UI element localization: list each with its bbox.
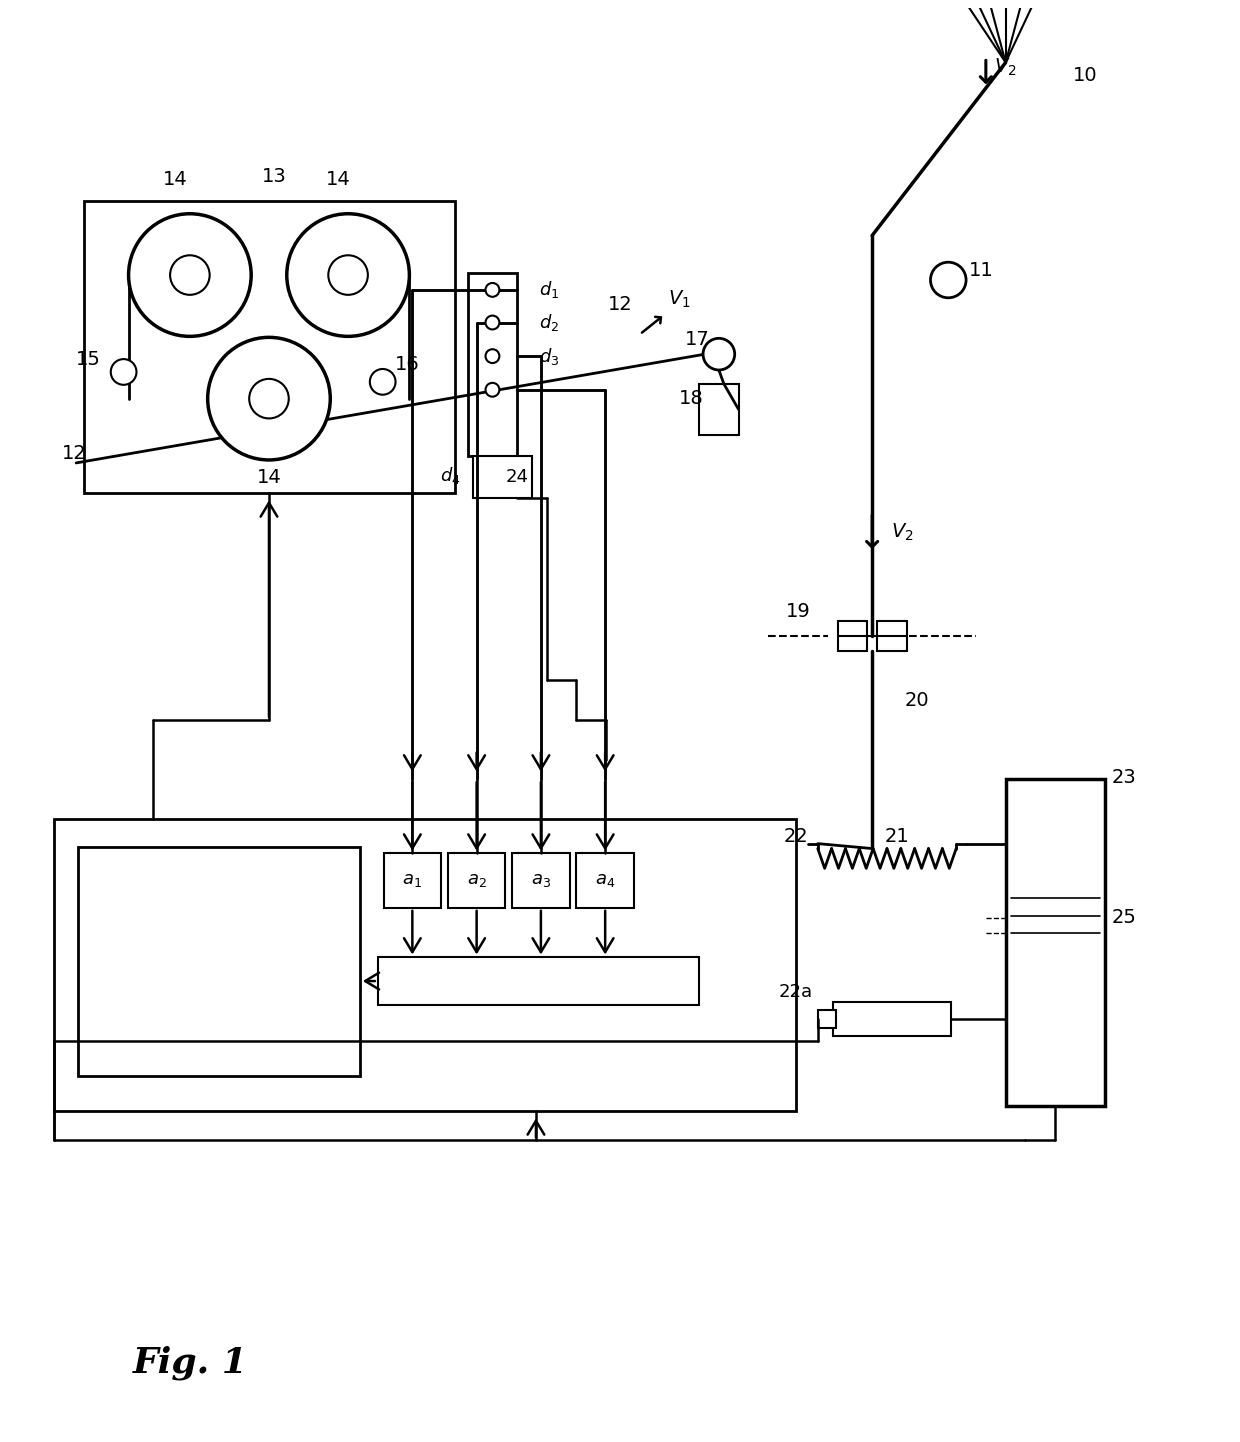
Circle shape: [370, 369, 396, 395]
Circle shape: [486, 316, 500, 329]
Text: 23: 23: [1112, 767, 1137, 787]
Bar: [78, 846, 360, 1076]
Text: 15: 15: [76, 349, 100, 369]
Circle shape: [930, 262, 966, 298]
Circle shape: [129, 213, 252, 336]
Text: $a_2$: $a_2$: [466, 871, 486, 890]
Text: $V_2$: $V_2$: [994, 56, 1017, 78]
Text: 21: 21: [884, 828, 909, 846]
Circle shape: [207, 337, 330, 460]
Text: 12: 12: [608, 296, 632, 314]
Text: 10: 10: [1073, 66, 1097, 85]
Circle shape: [486, 382, 500, 397]
Circle shape: [703, 339, 735, 371]
Text: 11: 11: [968, 261, 993, 280]
Text: 18: 18: [678, 389, 703, 408]
Text: 14: 14: [326, 170, 351, 189]
Bar: [577, 854, 634, 908]
Bar: [817, 1009, 836, 1028]
Circle shape: [286, 213, 409, 336]
Text: 14: 14: [257, 469, 281, 487]
Text: $d_4$: $d_4$: [440, 466, 460, 486]
Circle shape: [110, 359, 136, 385]
Bar: [837, 622, 867, 650]
Text: 12: 12: [62, 444, 87, 463]
Text: $V_2$: $V_2$: [890, 522, 913, 542]
Text: 20: 20: [904, 691, 929, 709]
Text: 25: 25: [1112, 908, 1137, 927]
Circle shape: [486, 349, 500, 363]
Bar: [448, 854, 505, 908]
Bar: [472, 456, 532, 497]
Bar: [84, 200, 455, 493]
Bar: [832, 1002, 951, 1037]
Text: 16: 16: [396, 355, 420, 373]
Circle shape: [329, 255, 368, 294]
Text: $a_3$: $a_3$: [531, 871, 551, 890]
Text: 24: 24: [506, 467, 528, 486]
Text: 17: 17: [684, 330, 709, 349]
Bar: [467, 273, 517, 456]
Text: Fig. 1: Fig. 1: [133, 1345, 247, 1380]
Bar: [877, 622, 906, 650]
Text: 22a: 22a: [779, 983, 813, 1001]
Text: $d_2$: $d_2$: [538, 311, 559, 333]
Circle shape: [249, 379, 289, 418]
Text: 22: 22: [784, 828, 808, 846]
Bar: [512, 854, 569, 908]
Bar: [1006, 779, 1105, 1106]
Bar: [383, 854, 441, 908]
Circle shape: [486, 283, 500, 297]
Text: $d_1$: $d_1$: [538, 280, 559, 300]
Text: $a_4$: $a_4$: [595, 871, 615, 890]
Text: 19: 19: [786, 601, 811, 620]
Text: 14: 14: [162, 170, 187, 189]
Text: $V_1$: $V_1$: [668, 290, 691, 310]
Text: $a_1$: $a_1$: [403, 871, 423, 890]
Text: 13: 13: [262, 167, 286, 186]
Text: $d_3$: $d_3$: [538, 346, 559, 366]
Circle shape: [170, 255, 210, 294]
Bar: [378, 957, 699, 1005]
Bar: [55, 819, 796, 1110]
Bar: [699, 384, 739, 435]
